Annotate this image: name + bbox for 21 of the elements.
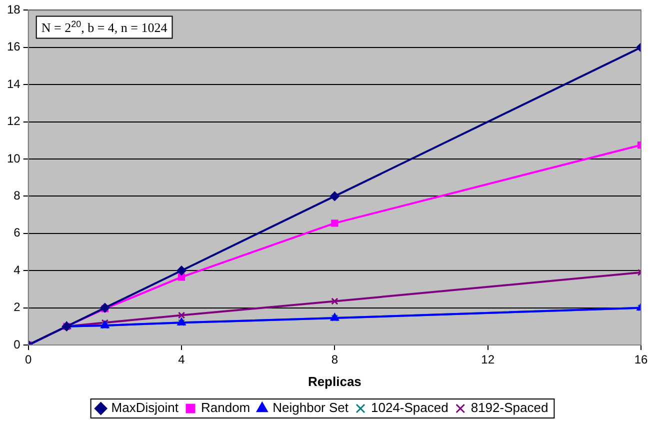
x-tick-label: 16 — [634, 352, 648, 367]
y-tick-label: 6 — [14, 226, 21, 240]
y-tick-label: 18 — [6, 2, 21, 17]
y-tick-label: 14 — [6, 76, 21, 91]
x-tick-label: 8 — [331, 352, 338, 367]
legend-label: MaxDisjoint — [111, 400, 179, 416]
y-tick-label: 16 — [6, 40, 21, 54]
x-tick-label: 4 — [178, 352, 186, 367]
x-tick-label: 0 — [25, 352, 32, 367]
x-tick-label: 12 — [481, 352, 495, 367]
y-tick-label: 0 — [14, 337, 21, 352]
y-tick-label: 4 — [14, 262, 21, 277]
legend-label: Neighbor Set — [272, 400, 349, 416]
x-axis-title: Replicas — [308, 374, 362, 389]
y-tick-label: 10 — [6, 151, 21, 166]
legend-label: 8192-Spaced — [470, 400, 548, 416]
legend-label: 1024-Spaced — [371, 400, 448, 416]
legend-label: Random — [200, 400, 250, 416]
y-tick-label: 12 — [6, 114, 21, 128]
y-tick-label: 2 — [14, 300, 21, 314]
y-tick-label: 8 — [14, 188, 21, 203]
